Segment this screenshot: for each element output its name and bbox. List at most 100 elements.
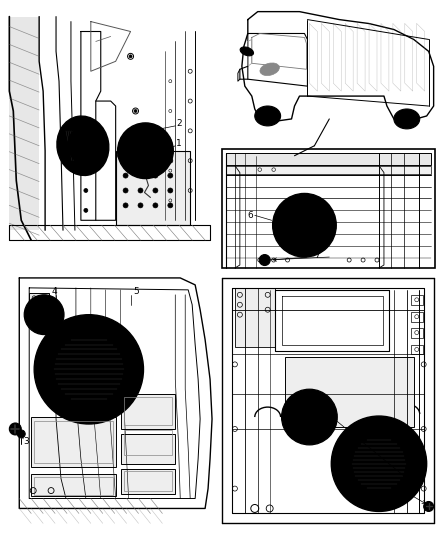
Ellipse shape: [61, 120, 105, 172]
Bar: [411, 295, 423, 305]
Circle shape: [121, 342, 127, 348]
Circle shape: [282, 389, 337, 445]
Bar: [9, 17, 39, 230]
Circle shape: [262, 257, 268, 263]
Circle shape: [363, 448, 395, 480]
Circle shape: [424, 502, 434, 512]
Bar: [120, 394, 175, 429]
Bar: [226, 153, 431, 165]
Text: 1: 1: [176, 139, 182, 148]
Ellipse shape: [260, 63, 279, 76]
Circle shape: [153, 158, 158, 163]
Circle shape: [307, 414, 312, 420]
Circle shape: [138, 173, 143, 178]
Circle shape: [168, 173, 173, 178]
Circle shape: [143, 148, 148, 153]
Circle shape: [17, 430, 25, 438]
Bar: [124, 430, 172, 455]
Circle shape: [51, 342, 57, 348]
Circle shape: [140, 145, 152, 157]
Circle shape: [54, 335, 124, 404]
Circle shape: [51, 391, 57, 397]
Circle shape: [274, 224, 277, 227]
Circle shape: [30, 301, 58, 329]
Circle shape: [318, 216, 320, 219]
Bar: [34, 421, 113, 463]
Bar: [124, 471, 172, 490]
Circle shape: [36, 307, 52, 322]
Circle shape: [12, 425, 19, 432]
Circle shape: [168, 188, 173, 193]
Circle shape: [153, 173, 158, 178]
Bar: [411, 312, 423, 321]
Circle shape: [289, 216, 292, 219]
Text: 7: 7: [407, 489, 413, 498]
Bar: [120, 434, 175, 464]
Ellipse shape: [398, 112, 416, 126]
Circle shape: [341, 426, 417, 502]
Text: 3: 3: [23, 438, 29, 446]
Circle shape: [121, 391, 127, 397]
Circle shape: [296, 403, 323, 431]
Ellipse shape: [259, 109, 277, 123]
Circle shape: [168, 203, 173, 208]
Circle shape: [84, 129, 88, 133]
Circle shape: [138, 203, 143, 208]
Text: 6: 6: [248, 211, 254, 220]
Bar: [34, 477, 113, 495]
Bar: [226, 166, 431, 174]
Circle shape: [84, 168, 88, 173]
Text: 7: 7: [314, 251, 320, 260]
Circle shape: [289, 396, 330, 438]
Text: 9: 9: [407, 472, 413, 481]
Circle shape: [372, 457, 386, 471]
Circle shape: [75, 356, 103, 383]
Circle shape: [134, 139, 157, 163]
Circle shape: [34, 314, 144, 424]
Circle shape: [259, 255, 270, 265]
Bar: [29, 293, 49, 311]
Bar: [285, 358, 414, 427]
Ellipse shape: [394, 109, 420, 129]
Circle shape: [123, 203, 128, 208]
Circle shape: [127, 132, 134, 140]
Bar: [411, 344, 423, 354]
Circle shape: [83, 364, 95, 375]
Bar: [222, 149, 434, 268]
Bar: [31, 474, 116, 496]
Circle shape: [134, 109, 137, 112]
Circle shape: [303, 410, 316, 424]
Bar: [120, 469, 175, 494]
Circle shape: [123, 188, 128, 193]
Circle shape: [281, 201, 328, 249]
Bar: [411, 328, 423, 337]
Ellipse shape: [57, 116, 109, 175]
Circle shape: [376, 461, 382, 467]
Text: 2: 2: [176, 119, 182, 128]
Circle shape: [331, 416, 427, 512]
Bar: [31, 417, 116, 467]
Circle shape: [126, 131, 165, 171]
Circle shape: [123, 158, 128, 163]
Circle shape: [352, 437, 406, 490]
Circle shape: [118, 123, 173, 179]
Circle shape: [168, 158, 173, 163]
Circle shape: [153, 203, 158, 208]
Text: 10: 10: [407, 457, 418, 466]
Ellipse shape: [255, 106, 281, 126]
Circle shape: [318, 231, 320, 234]
Bar: [235, 288, 275, 348]
Circle shape: [84, 189, 88, 192]
Text: 5: 5: [134, 287, 139, 296]
Text: 4: 4: [51, 287, 57, 296]
Circle shape: [138, 158, 143, 163]
Bar: [116, 151, 190, 225]
Circle shape: [289, 231, 292, 234]
Circle shape: [426, 504, 431, 510]
Circle shape: [84, 149, 88, 153]
Bar: [124, 397, 172, 425]
Ellipse shape: [68, 128, 98, 164]
Circle shape: [290, 211, 319, 240]
Circle shape: [9, 423, 21, 435]
Circle shape: [123, 173, 128, 178]
